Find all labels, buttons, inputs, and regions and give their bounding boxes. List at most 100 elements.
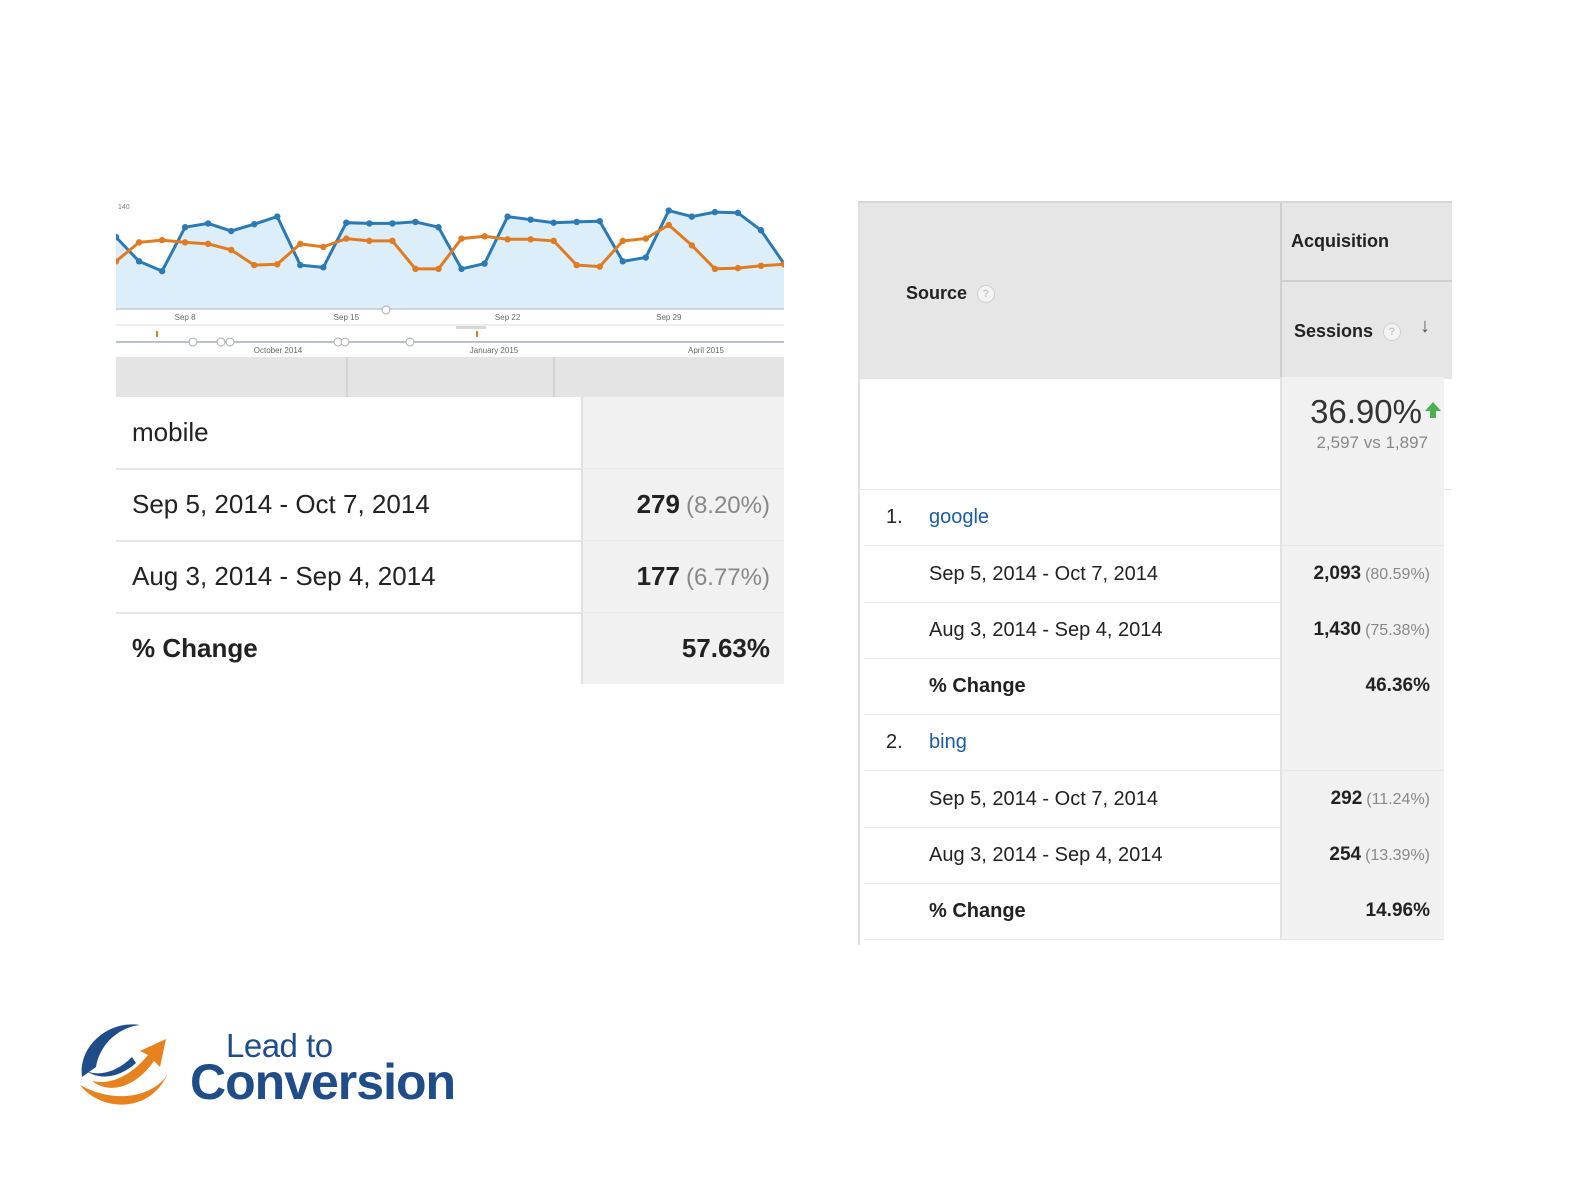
change-value: 14.96% bbox=[1365, 900, 1430, 921]
data-point[interactable] bbox=[116, 258, 120, 265]
data-point[interactable] bbox=[251, 261, 258, 269]
data-point[interactable] bbox=[734, 209, 742, 217]
timeline-label: April 2015 bbox=[688, 346, 725, 355]
data-point[interactable] bbox=[389, 237, 396, 245]
data-point[interactable] bbox=[227, 246, 235, 254]
sessions-header-label: Sessions bbox=[1294, 321, 1374, 341]
timeline-label: January 2015 bbox=[470, 346, 519, 355]
data-point[interactable] bbox=[343, 219, 350, 226]
data-point[interactable] bbox=[619, 237, 626, 245]
data-point[interactable] bbox=[274, 213, 281, 220]
help-icon[interactable]: ? bbox=[977, 285, 996, 304]
data-point[interactable] bbox=[504, 213, 511, 220]
source-link-bing[interactable]: bing bbox=[929, 731, 967, 753]
data-point[interactable] bbox=[504, 236, 511, 243]
data-point[interactable] bbox=[642, 254, 649, 261]
sessions-trend-chart: 140 Sep 8 Sep 15 Sep 22 Sep 29 October 2014… bbox=[116, 197, 784, 357]
data-point[interactable] bbox=[135, 258, 143, 265]
data-point[interactable] bbox=[573, 261, 580, 269]
empty-cell bbox=[1280, 489, 1444, 545]
data-point[interactable] bbox=[458, 265, 465, 273]
data-point[interactable] bbox=[204, 220, 212, 227]
data-point[interactable] bbox=[458, 235, 465, 242]
summary-cell: 36.90% 2,597 vs 1,897 bbox=[1280, 377, 1444, 489]
sessions-value: 177 bbox=[636, 561, 680, 591]
data-point[interactable] bbox=[116, 233, 120, 241]
data-point[interactable] bbox=[366, 237, 373, 245]
data-point[interactable] bbox=[642, 235, 649, 242]
data-point[interactable] bbox=[527, 236, 534, 243]
summary-percent-change: 36.90% bbox=[1310, 393, 1422, 430]
up-arrow-icon bbox=[1425, 402, 1441, 418]
data-point[interactable] bbox=[550, 237, 557, 245]
data-point[interactable] bbox=[711, 208, 719, 216]
data-point[interactable] bbox=[757, 227, 765, 234]
data-point[interactable] bbox=[619, 258, 626, 265]
table-row: Aug 3, 2014 - Sep 4, 2014 177 (6.77%) bbox=[116, 541, 784, 614]
data-point[interactable] bbox=[158, 267, 166, 275]
data-point[interactable] bbox=[550, 219, 557, 226]
rank-label: 1. bbox=[886, 506, 903, 528]
source-column-header[interactable]: Source? bbox=[906, 283, 996, 304]
sessions-column-header[interactable]: Sessions? bbox=[1294, 321, 1402, 342]
data-point[interactable] bbox=[688, 213, 696, 220]
help-icon[interactable]: ? bbox=[1383, 323, 1402, 342]
data-point[interactable] bbox=[297, 261, 304, 269]
source-sessions-table: Source? Acquisition Sessions? ↓ 36.90% 2… bbox=[858, 195, 1452, 945]
data-point[interactable] bbox=[227, 227, 235, 235]
data-point[interactable] bbox=[481, 233, 488, 240]
data-point[interactable] bbox=[481, 260, 488, 267]
data-point[interactable] bbox=[412, 265, 419, 273]
data-point[interactable] bbox=[274, 261, 281, 268]
data-point[interactable] bbox=[320, 264, 327, 271]
sessions-value: 254 bbox=[1329, 844, 1362, 865]
data-point[interactable] bbox=[389, 220, 396, 227]
segment-row: mobile bbox=[116, 397, 784, 470]
sort-descending-icon[interactable]: ↓ bbox=[1420, 315, 1430, 337]
data-point[interactable] bbox=[757, 262, 765, 270]
data-point[interactable] bbox=[573, 218, 580, 226]
data-point[interactable] bbox=[135, 239, 143, 246]
change-row: % Change 46.36% bbox=[864, 658, 1444, 715]
x-tick-label: Sep 15 bbox=[334, 313, 360, 322]
data-point[interactable] bbox=[665, 207, 673, 214]
data-point[interactable] bbox=[711, 265, 719, 273]
data-point[interactable] bbox=[435, 265, 442, 273]
data-point[interactable] bbox=[596, 217, 603, 225]
data-point[interactable] bbox=[181, 224, 189, 231]
rank-label: 2. bbox=[886, 731, 903, 753]
data-point[interactable] bbox=[366, 220, 373, 227]
data-point[interactable] bbox=[412, 218, 419, 226]
logo-text-line1: Lead to bbox=[226, 1027, 333, 1064]
data-point[interactable] bbox=[780, 261, 784, 268]
data-point[interactable] bbox=[158, 236, 166, 244]
data-point[interactable] bbox=[251, 221, 258, 228]
annotation-markers[interactable] bbox=[156, 305, 486, 347]
data-point[interactable] bbox=[734, 264, 742, 272]
sessions-percent: (75.38%) bbox=[1365, 622, 1430, 639]
sessions-cell: 2,093 (80.59%) bbox=[1280, 546, 1444, 602]
logo-swoosh-icon bbox=[80, 1024, 168, 1105]
date-range-label: Sep 5, 2014 - Oct 7, 2014 bbox=[929, 788, 1159, 810]
sessions-cell: 177 (6.77%) bbox=[581, 541, 784, 612]
data-point[interactable] bbox=[665, 221, 673, 229]
date-range-label: Aug 3, 2014 - Sep 4, 2014 bbox=[132, 561, 436, 591]
data-point[interactable] bbox=[343, 235, 350, 242]
data-point[interactable] bbox=[435, 224, 442, 231]
data-point[interactable] bbox=[320, 243, 327, 251]
sessions-percent: (6.77%) bbox=[685, 564, 770, 591]
data-point[interactable] bbox=[204, 240, 212, 248]
data-point[interactable] bbox=[297, 240, 304, 248]
source-link-google[interactable]: google bbox=[929, 506, 990, 528]
sessions-value: 1,430 bbox=[1313, 619, 1362, 640]
data-point[interactable] bbox=[181, 239, 189, 246]
source-row-google: 1. google bbox=[864, 489, 1444, 546]
data-point[interactable] bbox=[527, 216, 534, 223]
data-point[interactable] bbox=[688, 242, 696, 249]
change-cell: 57.63% bbox=[581, 613, 784, 684]
series-line bbox=[116, 208, 784, 274]
data-point[interactable] bbox=[596, 263, 603, 270]
date-range-label: Aug 3, 2014 - Sep 4, 2014 bbox=[929, 844, 1163, 866]
lead-to-conversion-logo: Lead to Conversion bbox=[70, 1015, 456, 1115]
sessions-cell: 292 (11.24%) bbox=[1280, 771, 1444, 827]
